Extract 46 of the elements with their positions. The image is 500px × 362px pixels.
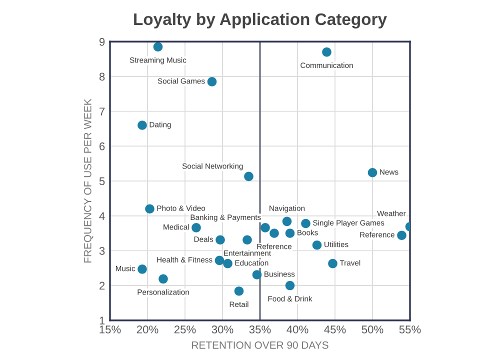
point xyxy=(192,223,201,232)
point xyxy=(301,218,310,228)
point xyxy=(270,228,279,238)
x-tick-label: 20% xyxy=(136,326,158,334)
y-tick-label: 2 xyxy=(100,282,105,290)
point xyxy=(216,235,225,245)
x-tick-label: 50% xyxy=(362,326,384,334)
point xyxy=(214,256,224,266)
y-tick-label: 9 xyxy=(99,38,105,46)
x-tick-label: 25% xyxy=(174,326,196,334)
point xyxy=(153,42,163,52)
x-tick-label: 15% xyxy=(100,326,121,334)
x-tick-label: 45% xyxy=(324,326,346,334)
point xyxy=(397,230,406,240)
x-tick-label: 55% xyxy=(399,326,421,334)
point xyxy=(260,223,270,232)
x-tick-label: 35% xyxy=(249,326,271,334)
point xyxy=(145,204,154,214)
point xyxy=(138,120,147,130)
y-tick-label: 8 xyxy=(99,72,105,81)
point xyxy=(207,77,217,86)
y-tick-label: 5 xyxy=(99,177,105,186)
point xyxy=(368,168,378,178)
point xyxy=(252,270,262,280)
point xyxy=(158,274,168,284)
point xyxy=(282,216,292,226)
point xyxy=(285,280,295,290)
y-tick-label: 3 xyxy=(99,246,105,255)
x-axis-title: RETENTION OVER 90 DAYS xyxy=(192,341,328,349)
point xyxy=(322,47,332,57)
x-tick-label: 40% xyxy=(286,326,308,334)
point xyxy=(285,228,295,238)
x-tick-label: 30% xyxy=(212,326,234,334)
y-tick-label: 6 xyxy=(100,142,105,150)
y-tick-label: 1 xyxy=(100,316,105,324)
y-tick-label: 4 xyxy=(99,212,105,220)
y-axis-title: FREQUENCY OF USE PER WEEK xyxy=(84,98,94,263)
point xyxy=(312,240,322,250)
point xyxy=(138,264,147,274)
point xyxy=(242,235,252,245)
chart-title: Loyalty by Application Category xyxy=(134,12,387,28)
point xyxy=(244,172,254,182)
point xyxy=(234,286,244,296)
point xyxy=(223,258,232,268)
y-tick-label: 7 xyxy=(100,108,105,116)
point xyxy=(328,258,338,268)
